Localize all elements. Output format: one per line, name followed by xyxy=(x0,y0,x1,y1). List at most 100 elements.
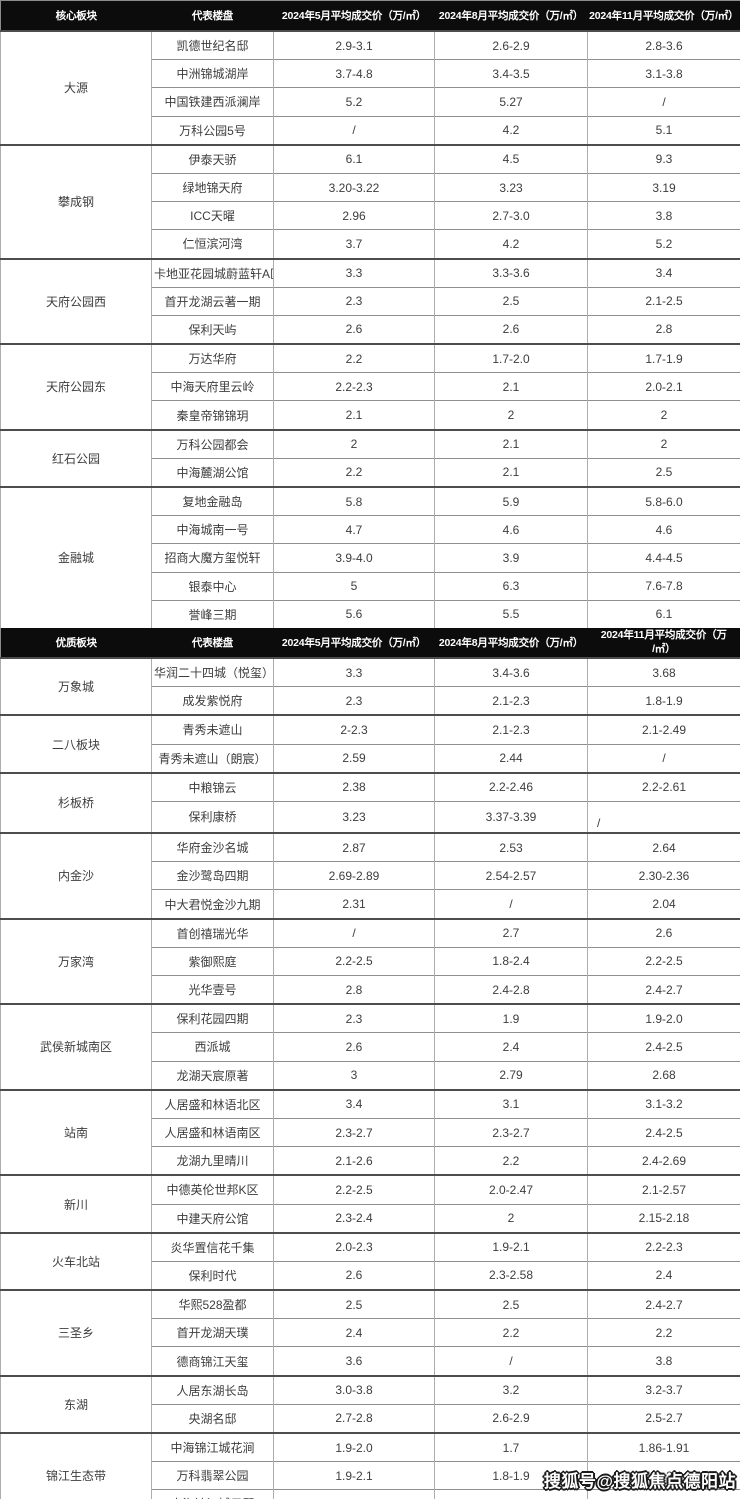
price-cell: / xyxy=(587,87,740,117)
table-row: 成发紫悦府 2.3 2.1-2.3 1.8-1.9 xyxy=(1,686,740,716)
price-cell: 2.4-2.5 xyxy=(587,1117,740,1147)
price-cell: 5.9 xyxy=(434,486,588,516)
price-cell: 2.69-2.89 xyxy=(273,861,435,890)
price-cell: 2.3-2.58 xyxy=(434,1260,588,1291)
price-cell: 3.4-3.6 xyxy=(434,656,588,687)
price-cell: 2.2 xyxy=(434,1146,588,1176)
price-cell: 2.6 xyxy=(587,917,740,948)
price-cell: 5.27 xyxy=(434,87,588,117)
price-cell: 2.1 xyxy=(273,400,435,430)
price-cell: 3.1-3.8 xyxy=(587,59,740,88)
price-cell: 2 xyxy=(434,400,588,430)
table-row: 西派城 2.6 2.4 2.4-2.5 xyxy=(1,1032,740,1062)
table-row: 红石公园 万科公园都会 2 2.1 2 xyxy=(0,428,740,487)
price-cell: 3.3-3.6 xyxy=(434,257,588,288)
table-row: 龙湖九里晴川 2.1-2.6 2.2 2.4-2.69 xyxy=(1,1146,740,1176)
table-row: 首开龙湖云著一期 2.3 2.5 2.1-2.5 xyxy=(1,286,740,316)
table-row: 金沙鹭岛四期 2.69-2.89 2.54-2.57 2.30-2.36 xyxy=(1,861,740,890)
price-cell: 2.2-2.3 xyxy=(587,1231,740,1262)
price-cell: 2.2 xyxy=(587,1318,740,1347)
price-cell: 2.5 xyxy=(273,1289,435,1319)
price-cell: 4.6 xyxy=(587,515,740,544)
price-cell: 4.2 xyxy=(434,229,588,259)
project-cell: 保利时代 xyxy=(151,1260,274,1291)
area-cell: 万家湾 xyxy=(0,917,152,1005)
project-cell: 青秀未遮山（朗宸） xyxy=(151,743,274,773)
price-cell: 2.4-2.5 xyxy=(587,1032,740,1062)
price-cell: 3.2-3.7 xyxy=(587,1374,740,1405)
price-cell: 1.7-1.9 xyxy=(587,343,740,373)
column-header: 2024年5月平均成交价（万/㎡） xyxy=(273,627,435,658)
price-cell: 2.6 xyxy=(273,314,435,345)
project-cell: 德商锦江天玺 xyxy=(151,1346,274,1376)
project-cell: 万科公园都会 xyxy=(151,428,274,459)
price-cell: 2.0-2.3 xyxy=(273,1231,435,1262)
area-cell: 天府公园东 xyxy=(0,343,152,430)
table-row: 银泰中心 5 6.3 7.6-7.8 xyxy=(1,571,740,601)
price-cell: 2.2-2.61 xyxy=(587,771,740,802)
price-cell: 3.19 xyxy=(587,172,740,202)
price-cell: 2.44 xyxy=(434,743,588,773)
price-cell: 3.2 xyxy=(434,1374,588,1405)
project-cell: 青秀未遮山 xyxy=(151,714,274,744)
price-cell: 1.8-2.4 xyxy=(434,946,588,976)
table-row: 天府公园东 万达华府 2.2 1.7-2.0 1.7-1.9 xyxy=(0,343,740,430)
project-cell: 绿地锦天府 xyxy=(151,172,274,202)
price-cell: 2.3-2.4 xyxy=(273,1203,435,1233)
price-cell: 2.5 xyxy=(434,1289,588,1319)
area-cell: 金融城 xyxy=(0,486,152,628)
table-row: 武侯新城南区 保利花园四期 2.3 1.9 1.9-2.0 xyxy=(0,1003,740,1090)
column-header: 代表楼盘 xyxy=(151,627,274,658)
price-cell: 2.4-2.69 xyxy=(587,1146,740,1176)
price-cell: 2.4 xyxy=(587,1260,740,1291)
project-cell: 卡地亚花园城蔚蓝轩A区 xyxy=(151,257,274,288)
area-cell: 火车北站 xyxy=(0,1231,152,1291)
price-cell: 2.31 xyxy=(273,889,435,919)
quality-header-row: 优质板块 代表楼盘 2024年5月平均成交价（万/㎡） 2024年8月平均成交价（万/… xyxy=(0,627,740,658)
table-row: 秦皇帝锦锦玥 2.1 2 2 xyxy=(1,400,740,430)
project-cell: 凯德世纪名邸 xyxy=(151,30,274,60)
table-row: 保利时代 2.6 2.3-2.58 2.4 xyxy=(1,1260,740,1291)
column-header: 2024年8月平均成交价（万/㎡） xyxy=(434,627,588,658)
project-cell: 人居盛和林语南区 xyxy=(151,1117,274,1147)
column-header: 2024年8月平均成交价（万/㎡） xyxy=(434,0,588,31)
project-cell: 龙湖九里晴川 xyxy=(151,1146,274,1176)
project-cell: 伊泰天骄 xyxy=(151,143,274,174)
column-header: 2024年11月平均成交价（万/㎡） xyxy=(587,0,740,31)
price-cell: 1.9 xyxy=(434,1003,588,1033)
price-cell: 6.1 xyxy=(587,599,740,628)
price-cell: 2.59 xyxy=(273,743,435,773)
area-cell: 红石公园 xyxy=(0,428,152,487)
price-cell: 2.15-2.18 xyxy=(587,1203,740,1233)
price-cell: 5.2 xyxy=(587,229,740,259)
project-cell: 保利天屿 xyxy=(151,314,274,345)
area-cell: 站南 xyxy=(0,1088,152,1176)
price-cell: 2.4 xyxy=(273,1318,435,1347)
table-row: 中国铁建西派澜岸 5.2 5.27/ xyxy=(1,87,740,117)
price-cell: 2.79 xyxy=(434,1060,588,1090)
price-cell: 1.7-2.0 xyxy=(434,343,588,373)
price-cell: 3.20-3.22 xyxy=(273,172,435,202)
price-cell: 3.6 xyxy=(273,1346,435,1376)
column-header: 2024年11月平均成交价（万 /㎡） xyxy=(587,627,740,658)
project-cell: 中海麓湖公馆 xyxy=(151,457,274,487)
price-cell: 2.1-2.5 xyxy=(587,286,740,316)
price-cell: 2.87 xyxy=(273,832,435,862)
price-cell: 1.9-2.1 xyxy=(273,1461,435,1490)
price-cell: 2.8 xyxy=(587,314,740,345)
price-cell: / xyxy=(434,1346,588,1376)
table-row: 万家湾 首创禧瑞光华/2.7 2.6 xyxy=(0,917,740,1005)
project-cell: 万科公园5号 xyxy=(151,115,274,145)
price-cell: 2.3 xyxy=(273,686,435,716)
table-row: 龙湖天宸原著 3 2.79 2.68 xyxy=(1,1060,740,1090)
table-row: 人居盛和林语南区 2.3-2.7 2.3-2.7 2.4-2.5 xyxy=(1,1117,740,1147)
project-cell: 万达华府 xyxy=(151,343,274,373)
table-row: 紫御熙庭 2.2-2.5 1.8-2.4 2.2-2.5 xyxy=(1,946,740,976)
price-cell: 3.4 xyxy=(273,1088,435,1119)
price-cell: 1.9-2.1 xyxy=(587,1461,740,1490)
price-cell: 2 xyxy=(587,400,740,430)
price-cell: 2.7-2.8 xyxy=(273,1403,435,1433)
price-cell: 2.0-2.1 xyxy=(587,372,740,401)
price-cell: 3.3 xyxy=(273,257,435,288)
project-cell: 万科翡翠公园 xyxy=(151,1461,274,1490)
